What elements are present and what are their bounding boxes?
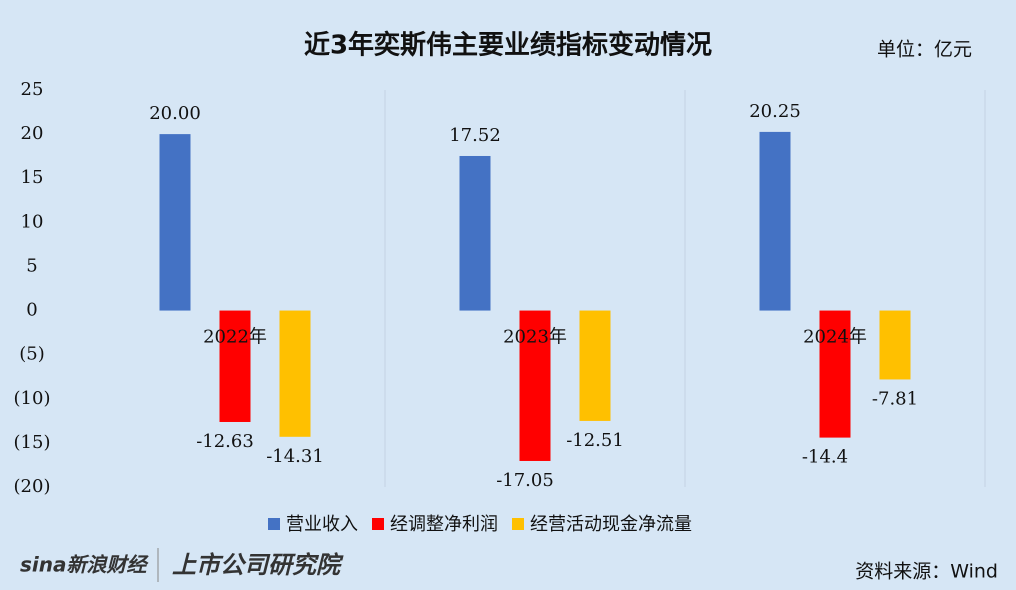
- bar: [279, 310, 311, 437]
- unit-label: 单位：亿元: [877, 39, 972, 61]
- y-tick-label: 20: [21, 123, 44, 144]
- y-tick-label: 25: [21, 79, 44, 100]
- legend-label: 经调整净利润: [390, 514, 498, 535]
- bar: [519, 310, 551, 461]
- data-label: -17.05: [496, 470, 554, 491]
- data-label: -7.81: [872, 388, 918, 409]
- data-label: -14.31: [266, 446, 324, 467]
- y-tick-label: (10): [14, 388, 51, 409]
- y-tick-label: 15: [21, 167, 44, 188]
- source-label: 资料来源：Wind: [855, 561, 998, 583]
- bar: [219, 310, 251, 422]
- data-label: 20.00: [149, 103, 201, 124]
- x-tick-label: 2023年: [503, 327, 567, 348]
- legend-swatch: [268, 518, 280, 530]
- y-tick-label: (5): [19, 344, 45, 365]
- chart-title: 近3年奕斯伟主要业绩指标变动情况: [304, 30, 712, 61]
- data-label: 17.52: [449, 125, 501, 146]
- bar: [159, 134, 191, 311]
- bar: [819, 310, 851, 438]
- data-label: 20.25: [749, 101, 801, 122]
- y-tick-label: 0: [26, 300, 37, 321]
- bar: [759, 131, 791, 311]
- legend-swatch: [372, 518, 384, 530]
- data-label: -12.51: [566, 430, 624, 451]
- x-tick-label: 2024年: [803, 327, 867, 348]
- y-tick-label: 10: [21, 211, 44, 232]
- bar: [459, 155, 491, 311]
- logo: sina新浪财经: [20, 553, 149, 577]
- logo: 上市公司研究院: [172, 551, 344, 579]
- x-tick-label: 2022年: [203, 327, 267, 348]
- y-tick-label: 5: [26, 255, 37, 276]
- bar: [879, 310, 911, 380]
- y-tick-label: (20): [14, 476, 51, 497]
- y-tick-label: (15): [14, 432, 51, 453]
- legend: 营业收入 经调整净利润 经营活动现金净流量: [268, 514, 692, 535]
- bar: [579, 310, 611, 421]
- legend-label: 经营活动现金净流量: [530, 514, 692, 535]
- data-label: -12.63: [196, 431, 254, 452]
- legend-swatch: [512, 518, 524, 530]
- data-label: -14.4: [802, 447, 848, 468]
- legend-label: 营业收入: [286, 514, 358, 535]
